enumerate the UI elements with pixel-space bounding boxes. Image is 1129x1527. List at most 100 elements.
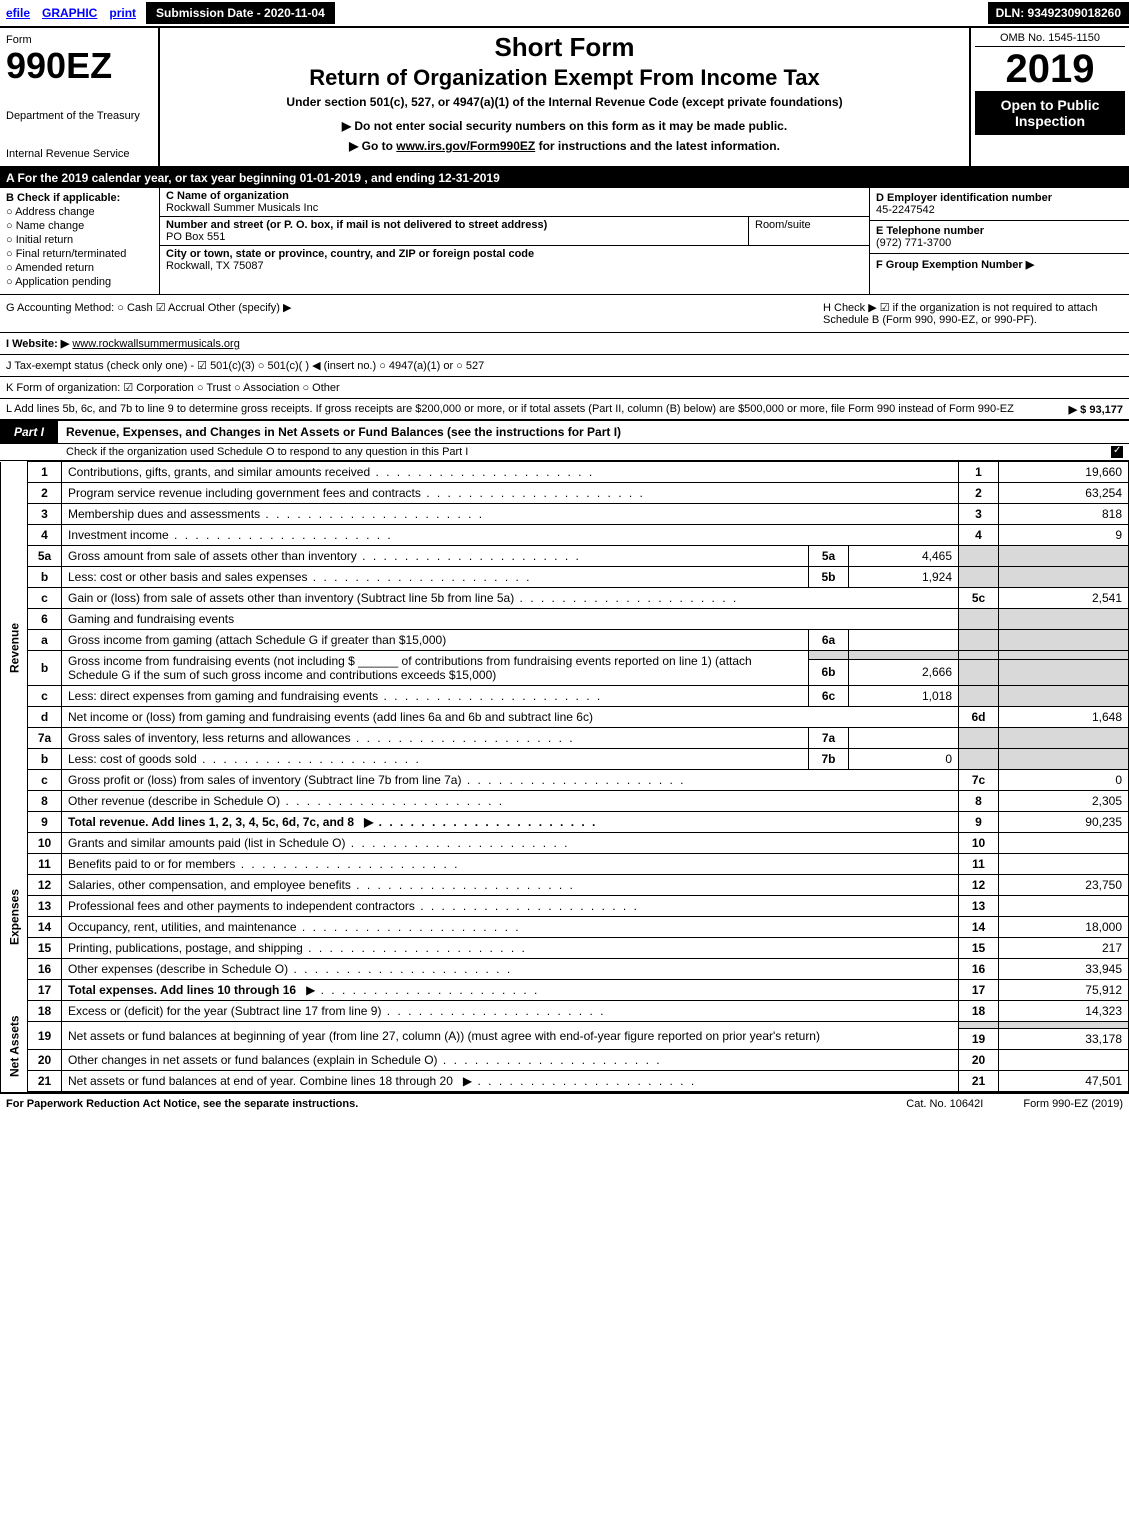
l6b-d: Gross income from fundraising events (no… [62, 651, 809, 686]
goto-link[interactable]: www.irs.gov/Form990EZ [396, 139, 535, 153]
side-netassets: Net Assets [1, 1001, 28, 1092]
chk-initial-return[interactable]: Initial return [6, 234, 153, 246]
room-label: Room/suite [755, 219, 811, 231]
part1-tab: Part I [0, 421, 58, 443]
goto-post: for instructions and the latest informat… [535, 139, 780, 153]
chk-application-pending[interactable]: Application pending [6, 276, 153, 288]
l7a-sv [849, 728, 959, 749]
chk-amended-return[interactable]: Amended return [6, 262, 153, 274]
l6a-n: a [28, 630, 62, 651]
l5a-sv: 4,465 [849, 546, 959, 567]
part1-check-text: Check if the organization used Schedule … [66, 446, 468, 458]
l5b-greyv [999, 567, 1129, 588]
l5b-n: b [28, 567, 62, 588]
l6a-greyv [999, 630, 1129, 651]
l20-v [999, 1050, 1129, 1071]
top-bar: efile GRAPHIC print Submission Date - 20… [0, 0, 1129, 28]
l6b-sn: 6b [809, 659, 849, 685]
l8-n: 8 [28, 791, 62, 812]
footer: For Paperwork Reduction Act Notice, see … [0, 1092, 1129, 1114]
l19-n: 19 [28, 1022, 62, 1050]
row-gh: G Accounting Method: ○ Cash ☑ Accrual Ot… [0, 295, 1129, 333]
l7a-n: 7a [28, 728, 62, 749]
l1-n: 1 [28, 462, 62, 483]
l10-d: Grants and similar amounts paid (list in… [62, 833, 959, 854]
e-tel-cell: E Telephone number (972) 771-3700 [870, 221, 1129, 254]
print-link[interactable]: print [103, 6, 142, 20]
l6b-grey2 [849, 651, 959, 660]
l15-v: 217 [999, 938, 1129, 959]
l13-ln: 13 [959, 896, 999, 917]
d-ein-label: D Employer identification number [876, 192, 1052, 204]
l9-ln: 9 [959, 812, 999, 833]
l9-n: 9 [28, 812, 62, 833]
l5a-grey [959, 546, 999, 567]
l6a-sn: 6a [809, 630, 849, 651]
graphic-link[interactable]: GRAPHIC [36, 6, 103, 20]
l12-d: Salaries, other compensation, and employ… [62, 875, 959, 896]
side-expenses: Expenses [1, 833, 28, 1001]
l1-ln: 1 [959, 462, 999, 483]
l5c-v: 2,541 [999, 588, 1129, 609]
col-b-checkboxes: B Check if applicable: Address change Na… [0, 188, 160, 294]
l11-ln: 11 [959, 854, 999, 875]
l6c-sn: 6c [809, 686, 849, 707]
l5b-grey [959, 567, 999, 588]
l11-d: Benefits paid to or for members [62, 854, 959, 875]
l11-v [999, 854, 1129, 875]
l5b-sv: 1,924 [849, 567, 959, 588]
ein-value: 45-2247542 [876, 204, 935, 216]
chk-address-change[interactable]: Address change [6, 206, 153, 218]
l6c-greyv [999, 686, 1129, 707]
l14-d: Occupancy, rent, utilities, and maintena… [62, 917, 959, 938]
l6a-d: Gross income from gaming (attach Schedul… [62, 630, 809, 651]
l18-d: Excess or (deficit) for the year (Subtra… [62, 1001, 959, 1022]
l19-grey [959, 1022, 999, 1029]
l21-n: 21 [28, 1071, 62, 1092]
l6c-grey [959, 686, 999, 707]
c-street-label: Number and street (or P. O. box, if mail… [166, 219, 547, 231]
l5a-n: 5a [28, 546, 62, 567]
row-l-gross-receipts: L Add lines 5b, 6c, and 7b to line 9 to … [0, 399, 1129, 421]
l4-d: Investment income [62, 525, 959, 546]
part1-checkbox[interactable] [1111, 446, 1123, 458]
l20-n: 20 [28, 1050, 62, 1071]
c-name-cell: C Name of organization Rockwall Summer M… [160, 188, 869, 217]
l17-d: Total expenses. Add lines 10 through 16 … [62, 980, 959, 1001]
l18-ln: 18 [959, 1001, 999, 1022]
footer-cat: Cat. No. 10642I [906, 1098, 983, 1110]
l4-v: 9 [999, 525, 1129, 546]
l5a-d: Gross amount from sale of assets other t… [62, 546, 809, 567]
l6b-n: b [28, 651, 62, 686]
l1-v: 19,660 [999, 462, 1129, 483]
omb-no: OMB No. 1545-1150 [975, 32, 1125, 47]
short-form-title: Short Form [168, 32, 961, 63]
chk-name-change[interactable]: Name change [6, 220, 153, 232]
e-tel-label: E Telephone number [876, 225, 984, 237]
l20-ln: 20 [959, 1050, 999, 1071]
efile-link[interactable]: efile [0, 6, 36, 20]
c-name-label: C Name of organization [166, 190, 289, 202]
l6d-d: Net income or (loss) from gaming and fun… [62, 707, 959, 728]
l7b-grey [959, 749, 999, 770]
website-link[interactable]: www.rockwallsummermusicals.org [72, 338, 239, 350]
row-i-website: I Website: ▶ www.rockwallsummermusicals.… [0, 333, 1129, 355]
l5c-n: c [28, 588, 62, 609]
f-group-cell: F Group Exemption Number ▶ [870, 254, 1129, 275]
tel-value: (972) 771-3700 [876, 237, 951, 249]
chk-final-return[interactable]: Final return/terminated [6, 248, 153, 260]
l14-v: 18,000 [999, 917, 1129, 938]
part1-title: Revenue, Expenses, and Changes in Net As… [58, 425, 621, 439]
l18-v: 14,323 [999, 1001, 1129, 1022]
h-schedule-b: H Check ▶ ☑ if the organization is not r… [823, 301, 1123, 326]
l10-n: 10 [28, 833, 62, 854]
l6d-ln: 6d [959, 707, 999, 728]
l17-n: 17 [28, 980, 62, 1001]
l7b-sn: 7b [809, 749, 849, 770]
l12-ln: 12 [959, 875, 999, 896]
l5a-sn: 5a [809, 546, 849, 567]
l2-d: Program service revenue including govern… [62, 483, 959, 504]
l21-v: 47,501 [999, 1071, 1129, 1092]
form-number: 990EZ [6, 48, 152, 84]
goto-pre: ▶ Go to [349, 139, 396, 153]
